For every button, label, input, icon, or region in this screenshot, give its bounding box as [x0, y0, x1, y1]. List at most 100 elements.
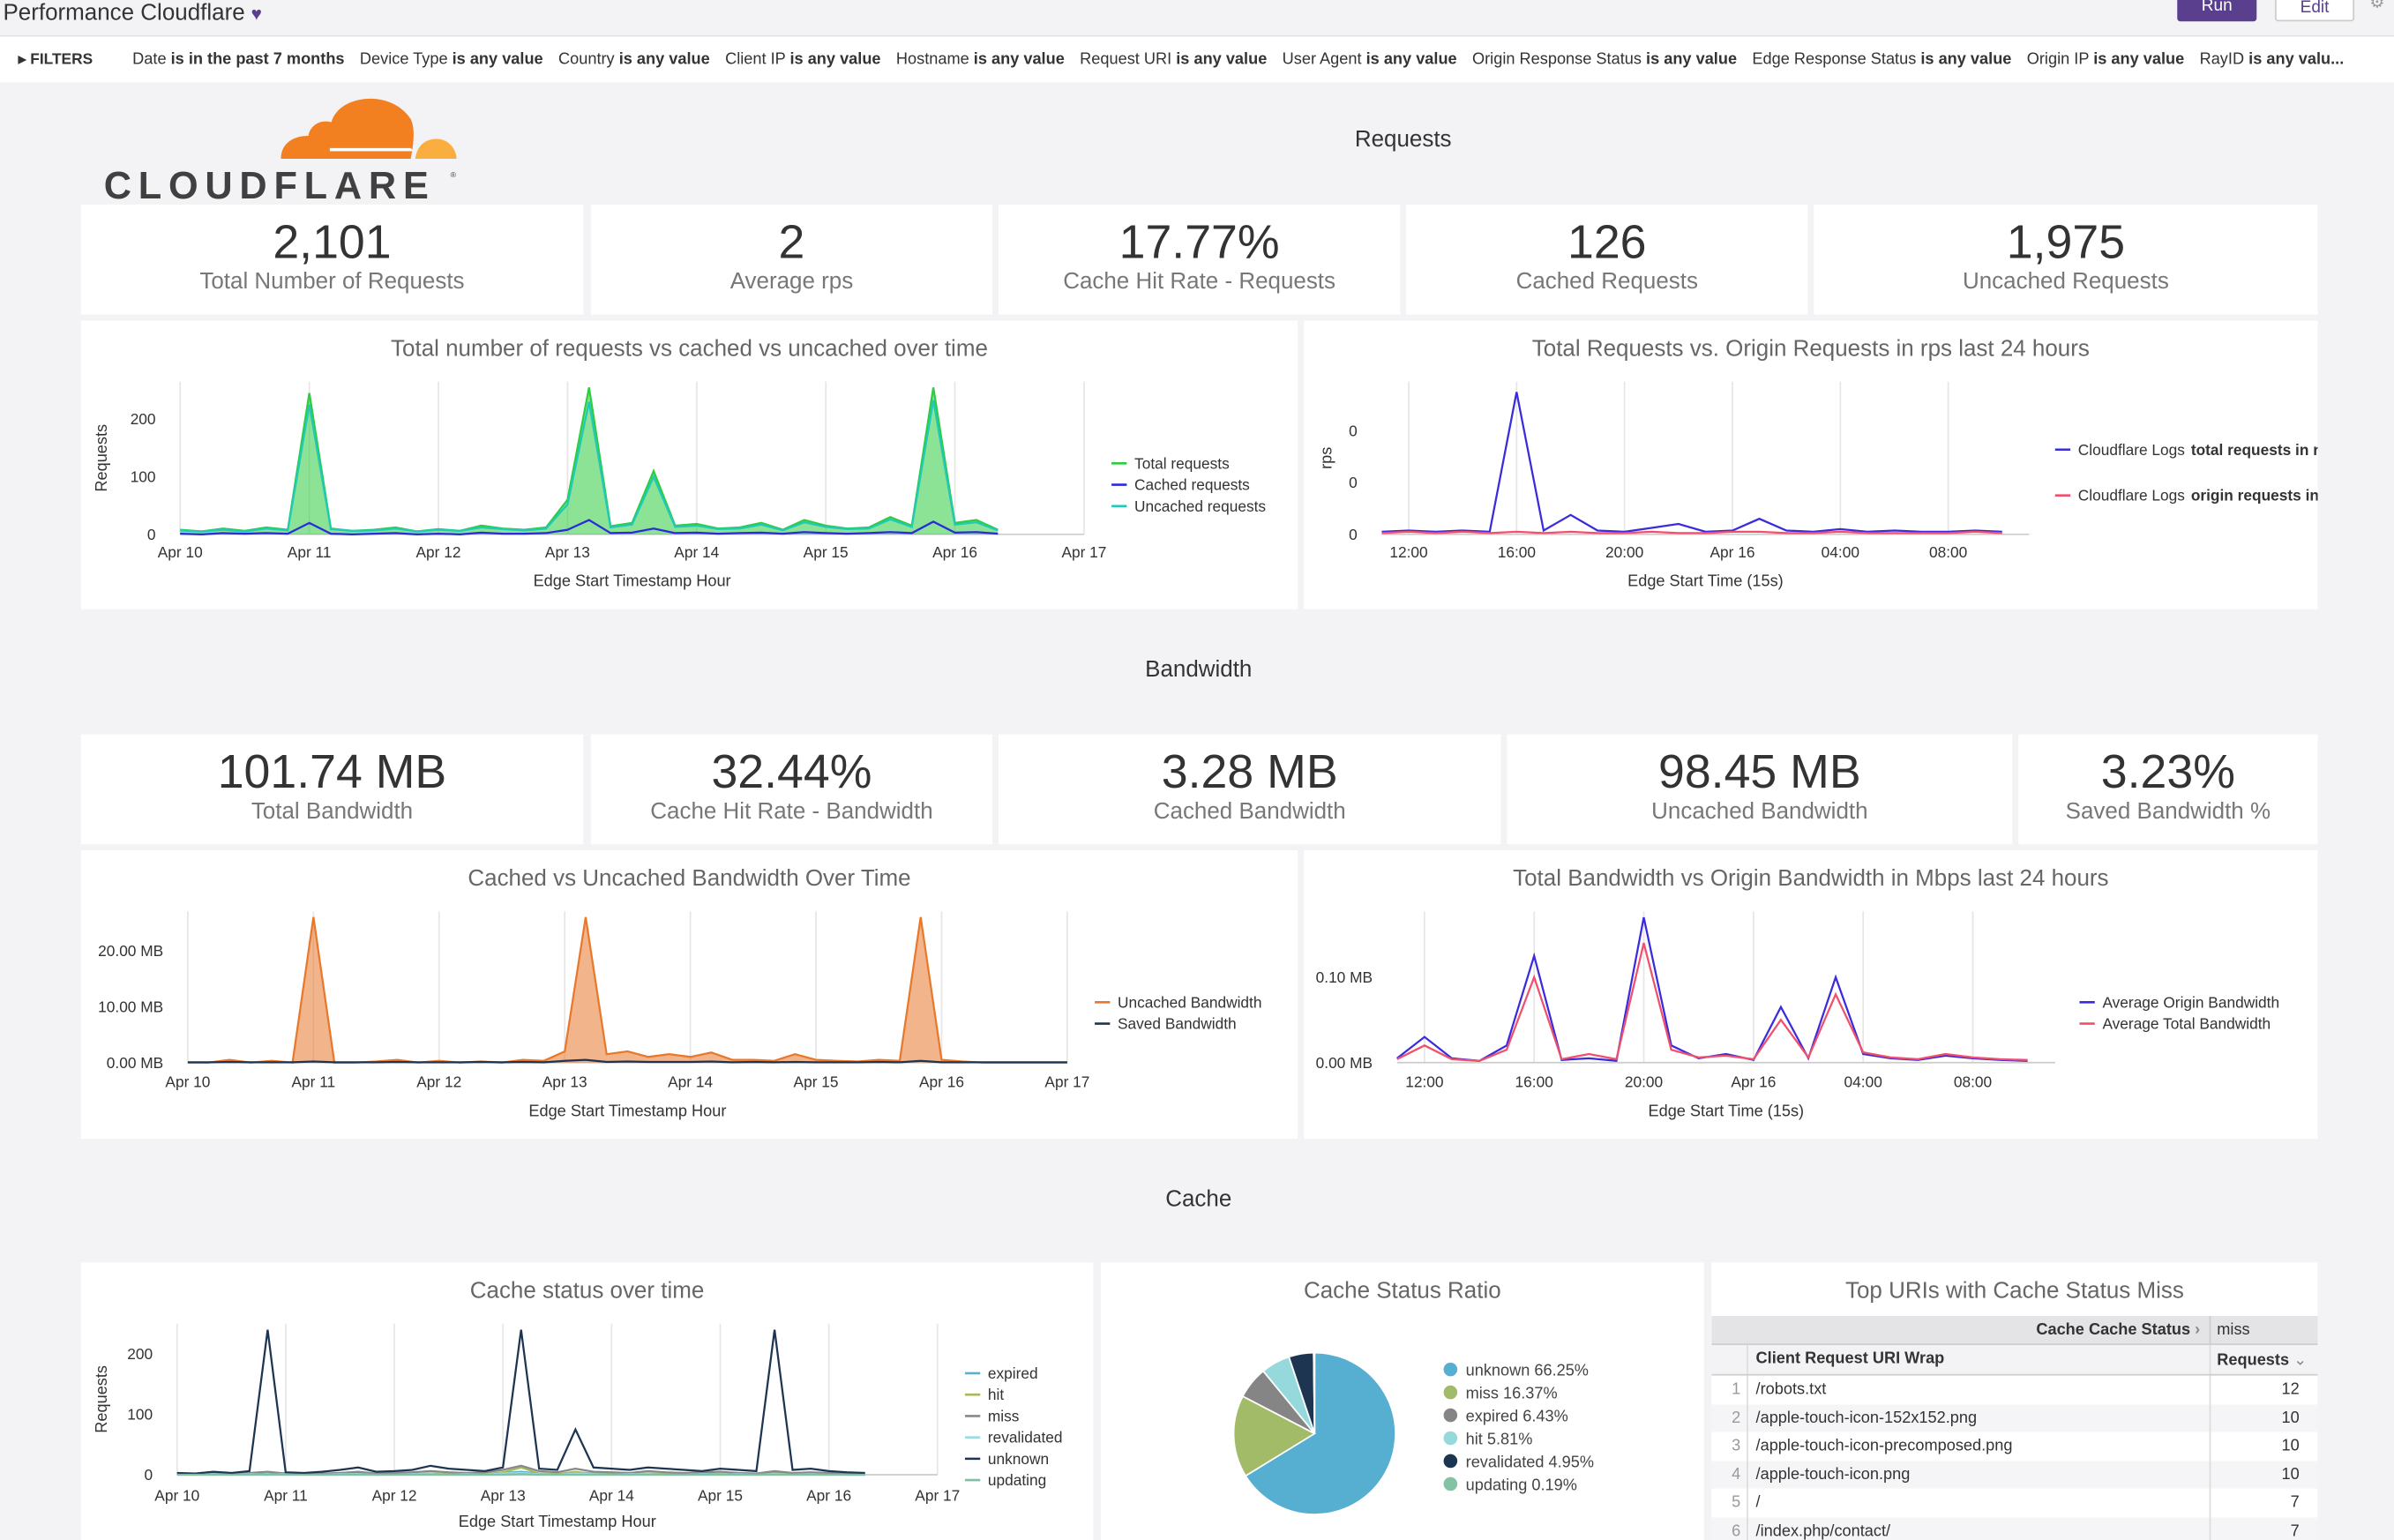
uri-cell[interactable]: /robots.txt — [1748, 1375, 2211, 1404]
filters-toggle[interactable]: ▸ FILTERS — [18, 50, 94, 69]
chart-cache-status-ratio: Cache Status Ratio unknown 66.25% miss 16.… — [1100, 1262, 1704, 1540]
x-tick-label: Apr 16 — [1731, 1073, 1776, 1090]
series-line-2[interactable] — [180, 400, 999, 533]
uri-cell[interactable]: / — [1748, 1488, 2211, 1517]
filter-condition: is any value — [618, 50, 710, 69]
series-line-1[interactable] — [1396, 942, 2028, 1062]
filter-item[interactable]: Origin IP is any value — [2027, 50, 2185, 69]
chevron-right-icon: › — [2195, 1320, 2201, 1339]
filter-condition: is any value — [1646, 50, 1738, 69]
series-line-0[interactable] — [1381, 392, 2002, 534]
uri-cell[interactable]: /apple-touch-icon.png — [1748, 1460, 2211, 1489]
pivot-label: Cache Cache Status › — [1711, 1316, 2211, 1344]
x-tick-label: 08:00 — [1929, 543, 1967, 561]
column-header-uri[interactable]: Client Request URI Wrap — [1748, 1344, 2211, 1374]
pie-slice-unknown[interactable] — [1244, 1351, 1396, 1515]
chart-title: Cached vs Uncached Bandwidth Over Time — [468, 865, 911, 892]
column-header-requests[interactable]: Requests ⌄ — [2211, 1350, 2307, 1369]
legend-label-expired: expired 6.43% — [1466, 1407, 1568, 1424]
tile-value: 17.77% — [1118, 215, 1280, 269]
table-row[interactable]: 4/apple-touch-icon.png 10 — [1711, 1460, 2318, 1489]
pie-slice-miss[interactable] — [1232, 1394, 1317, 1477]
legend-label: Cloudflare Logs origin requests in rps — [2078, 487, 2318, 505]
legend-label: Uncached Bandwidth — [1118, 993, 1261, 1011]
x-tick-label: Apr 12 — [416, 1073, 461, 1090]
tile-value: 1,975 — [2006, 215, 2126, 269]
x-tick-label: 08:00 — [1954, 1073, 1992, 1090]
tile-value: 3.28 MB — [1161, 744, 1338, 799]
tile-label: Uncached Requests — [1962, 268, 2169, 295]
series-line-1[interactable] — [187, 1058, 1067, 1064]
legend-swatch-updating — [1443, 1476, 1458, 1491]
filter-field: Request URI — [1080, 50, 1172, 69]
row-number: 3 — [1711, 1432, 1748, 1461]
filter-item[interactable]: Origin Response Status is any value — [1472, 50, 1737, 69]
tile-label: Cache Hit Rate - Requests — [1063, 268, 1336, 295]
table-row[interactable]: 2/apple-touch-icon-152x152.png 10 — [1711, 1403, 2318, 1432]
tile-saved-bandwidth: 3.23% Saved Bandwidth % — [2018, 734, 2318, 845]
series-line-1[interactable] — [180, 519, 999, 535]
filter-item[interactable]: RayID is any valu... — [2200, 50, 2345, 69]
legend-label: Average Origin Bandwidth — [2102, 993, 2279, 1011]
series-line-4[interactable] — [176, 1329, 865, 1475]
table-row[interactable]: 3/apple-touch-icon-precomposed.png 10 — [1711, 1432, 2317, 1461]
chart-svg: Apr 10 Apr 11 Apr 12 Apr 13 Apr 14 Apr 15 Apr … — [93, 381, 1266, 590]
filter-condition: is any value — [789, 50, 881, 69]
filter-item[interactable]: Hostname is any value — [896, 50, 1065, 69]
chart-svg: 12:00 16:00 20:00 Apr 16 04:00 08:00 0 0 0 Edge S… — [1317, 381, 2318, 590]
gear-icon[interactable]: ⚙ — [2369, 0, 2385, 12]
run-button[interactable]: Run — [2177, 0, 2257, 22]
filter-item[interactable]: Country is any value — [558, 50, 710, 69]
edit-button[interactable]: Edit — [2275, 0, 2355, 22]
heart-icon[interactable]: ♥ — [251, 3, 262, 25]
table-row[interactable]: 1/robots.txt 12 — [1711, 1375, 2317, 1404]
pie-slice-updating[interactable] — [1313, 1351, 1316, 1434]
legend-label-unknown: unknown 66.25% — [1466, 1362, 1589, 1379]
series-line-5[interactable] — [176, 1473, 865, 1476]
tile-value: 2 — [778, 215, 805, 269]
cloudflare-cloud-icon: CLOUDFLARE ® — [104, 98, 457, 207]
legend-label: hit — [988, 1386, 1004, 1403]
filter-item[interactable]: Device Type is any value — [360, 50, 543, 69]
table-row[interactable]: 6/index.php/contact/7 — [1711, 1516, 2318, 1540]
x-tick-label: Apr 15 — [698, 1486, 743, 1504]
filters-label: FILTERS — [30, 50, 94, 69]
x-tick-label: Apr 10 — [154, 1486, 199, 1504]
legend-label: Cloudflare Logs total requests in rps — [2078, 441, 2318, 459]
series-line-1[interactable] — [1381, 530, 2002, 535]
tile-label: Total Bandwidth — [251, 798, 414, 825]
filter-condition: is any value — [1920, 50, 2012, 69]
filter-item[interactable]: Request URI is any value — [1080, 50, 1267, 69]
series-line-0[interactable] — [1396, 916, 2028, 1063]
filter-field: Device Type — [359, 50, 448, 69]
filter-field: Country — [557, 50, 615, 69]
row-number: 6 — [1711, 1516, 1748, 1540]
logo-text: CLOUDFLARE — [104, 165, 436, 201]
filter-field: RayID — [2199, 50, 2245, 69]
filter-item[interactable]: Client IP is any value — [725, 50, 880, 69]
filter-field: Client IP — [725, 50, 786, 69]
y-axis-title: rps — [1317, 447, 1335, 469]
x-axis-title: Edge Start Timestamp Hour — [528, 1102, 726, 1119]
legend-swatch-revalidated — [1443, 1454, 1458, 1469]
y-tick-label: 10.00 MB — [98, 998, 163, 1015]
x-axis-title: Edge Start Time (15s) — [1627, 572, 1784, 590]
table-row[interactable]: 5/ 7 — [1711, 1488, 2317, 1517]
legend-label: Uncached requests — [1134, 497, 1266, 515]
x-tick-label: Apr 10 — [165, 1073, 210, 1090]
uri-cell[interactable]: /apple-touch-icon-152x152.png — [1748, 1403, 2211, 1432]
y-tick-label: 0.10 MB — [1316, 968, 1373, 986]
x-tick-label: Apr 16 — [1710, 543, 1755, 561]
tile-average-rps: 2 Average rps — [590, 204, 993, 315]
y-tick-label: 200 — [131, 410, 156, 428]
x-tick-label: Apr 17 — [1061, 543, 1106, 561]
chart-title: Total number of requests vs cached vs un… — [391, 335, 988, 363]
x-tick-label: Apr 11 — [291, 1073, 335, 1090]
x-tick-label: Apr 17 — [1044, 1073, 1089, 1090]
uri-cell[interactable]: /apple-touch-icon-precomposed.png — [1748, 1432, 2211, 1461]
filter-item[interactable]: Edge Response Status is any value — [1752, 50, 2011, 69]
filter-item[interactable]: Date is in the past 7 months — [132, 50, 344, 69]
uri-cell[interactable]: /index.php/contact/ — [1748, 1516, 2211, 1540]
filter-item[interactable]: User Agent is any value — [1283, 50, 1457, 69]
